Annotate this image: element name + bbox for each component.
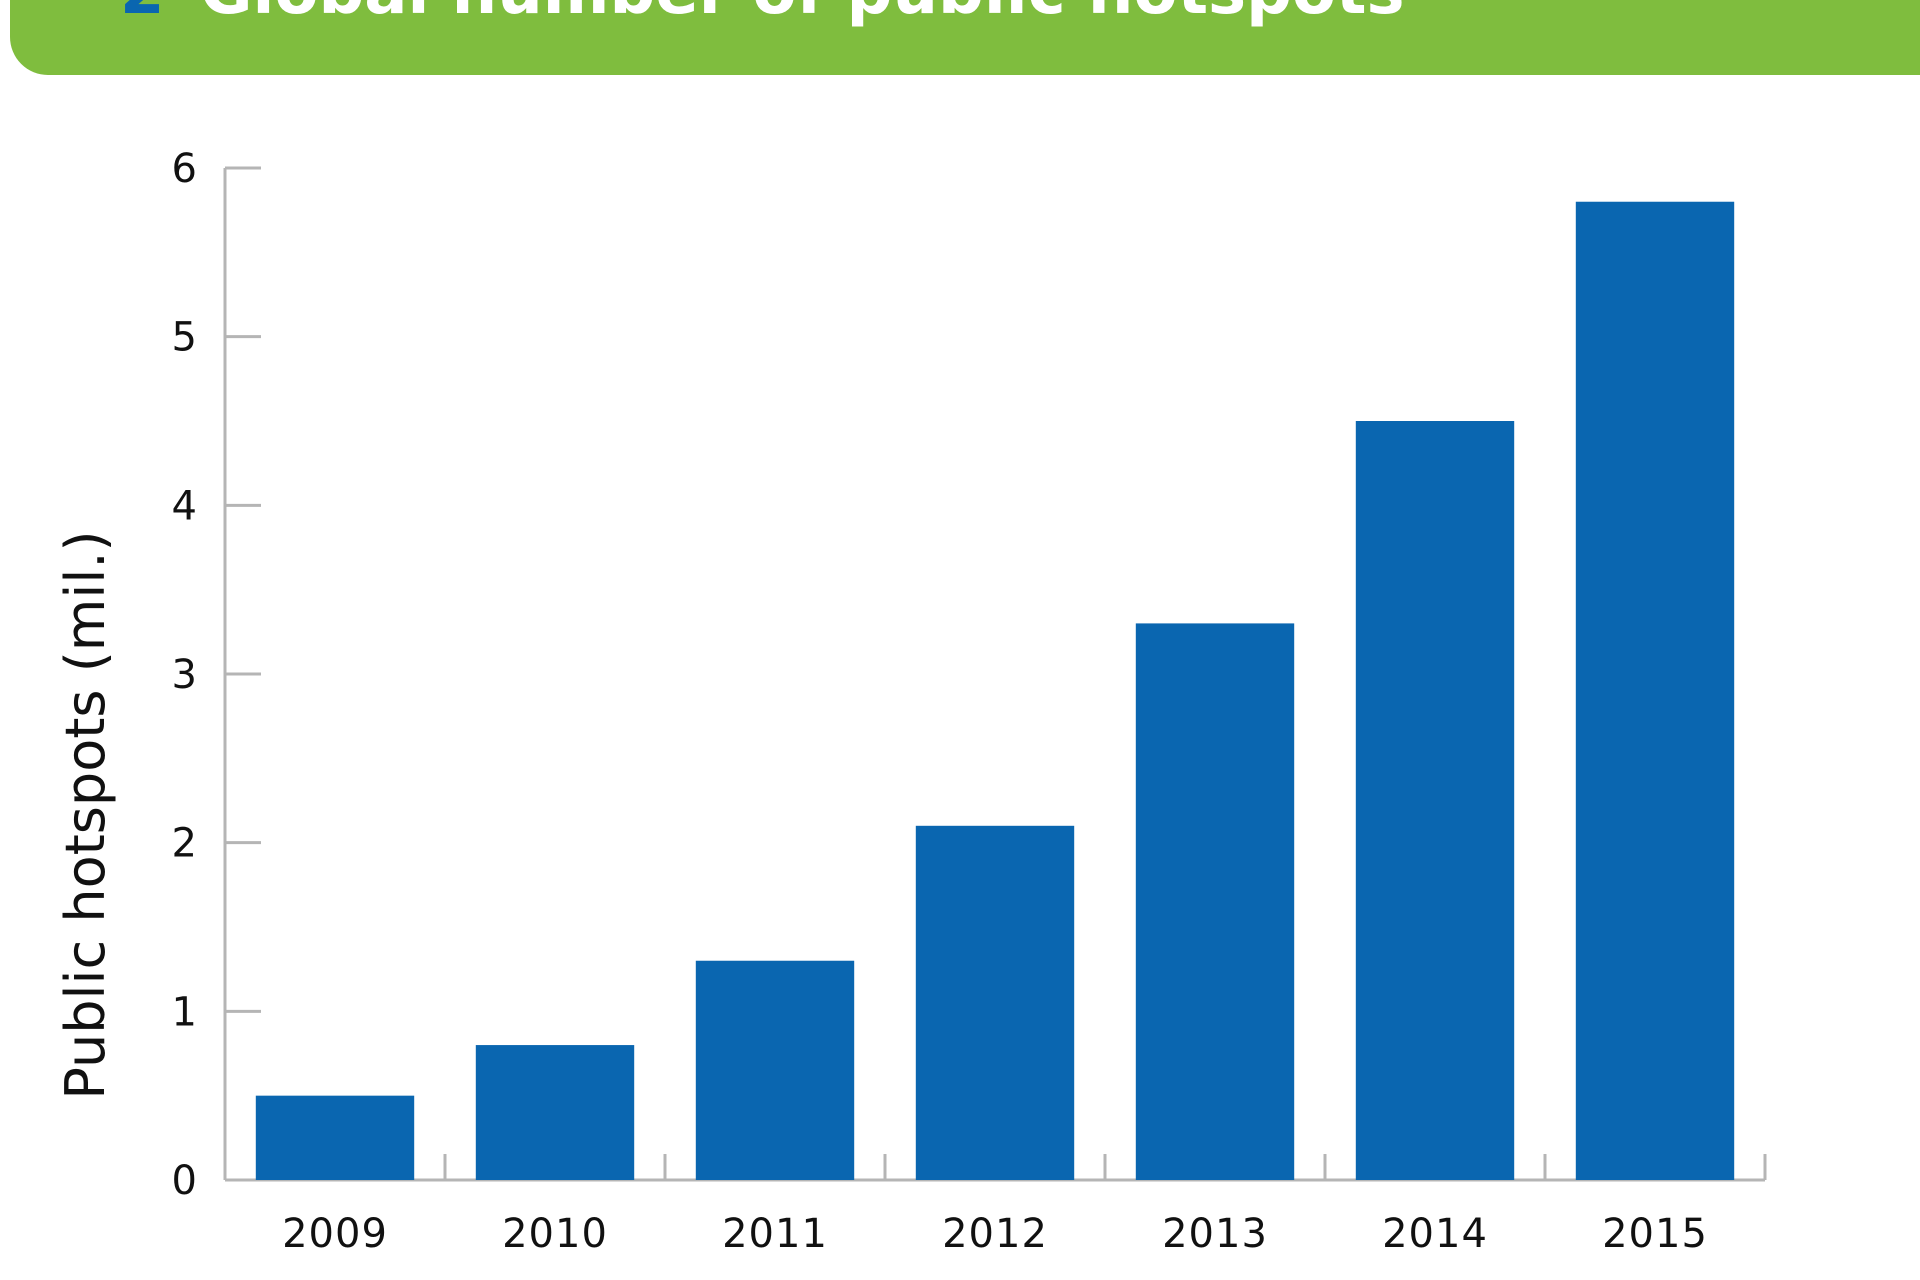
bar-2012 <box>915 825 1075 1180</box>
y-tick-label: 2 <box>172 821 197 867</box>
bar-2010 <box>475 1045 635 1180</box>
y-axis-label-group: Public hotspots (mil.) <box>54 530 117 1099</box>
y-tick-labels: 0 1 2 3 4 5 6 <box>172 146 197 1204</box>
bar-2013 <box>1135 623 1295 1180</box>
bars <box>255 201 1735 1180</box>
x-tick-labels: 2009 2010 2011 2012 2013 2014 2015 <box>282 1211 1708 1257</box>
bar-2014 <box>1355 421 1515 1180</box>
x-tick-label-2012: 2012 <box>942 1211 1048 1257</box>
bar-2015 <box>1575 201 1735 1180</box>
x-tick-label-2014: 2014 <box>1382 1211 1488 1257</box>
y-axis-label: Public hotspots (mil.) <box>54 530 117 1099</box>
figure-number: 2 <box>120 0 165 24</box>
bar-2009 <box>255 1095 415 1180</box>
y-tick-label: 3 <box>172 652 197 698</box>
header-banner: 2 Global number of public hotspots <box>10 0 1920 75</box>
bar-2011 <box>695 960 855 1180</box>
y-tick-label: 4 <box>172 483 197 529</box>
y-tick-label: 0 <box>172 1158 197 1204</box>
y-tick-label: 1 <box>172 989 197 1035</box>
x-tick-label-2009: 2009 <box>282 1211 388 1257</box>
x-tick-label-2015: 2015 <box>1602 1211 1708 1257</box>
x-tick-label-2011: 2011 <box>722 1211 828 1257</box>
x-tick-label-2013: 2013 <box>1162 1211 1268 1257</box>
chart-title: Global number of public hotspots <box>200 0 1405 24</box>
y-tick-label: 6 <box>172 146 197 192</box>
x-tick-label-2010: 2010 <box>502 1211 608 1257</box>
y-tick-label: 5 <box>172 315 197 361</box>
